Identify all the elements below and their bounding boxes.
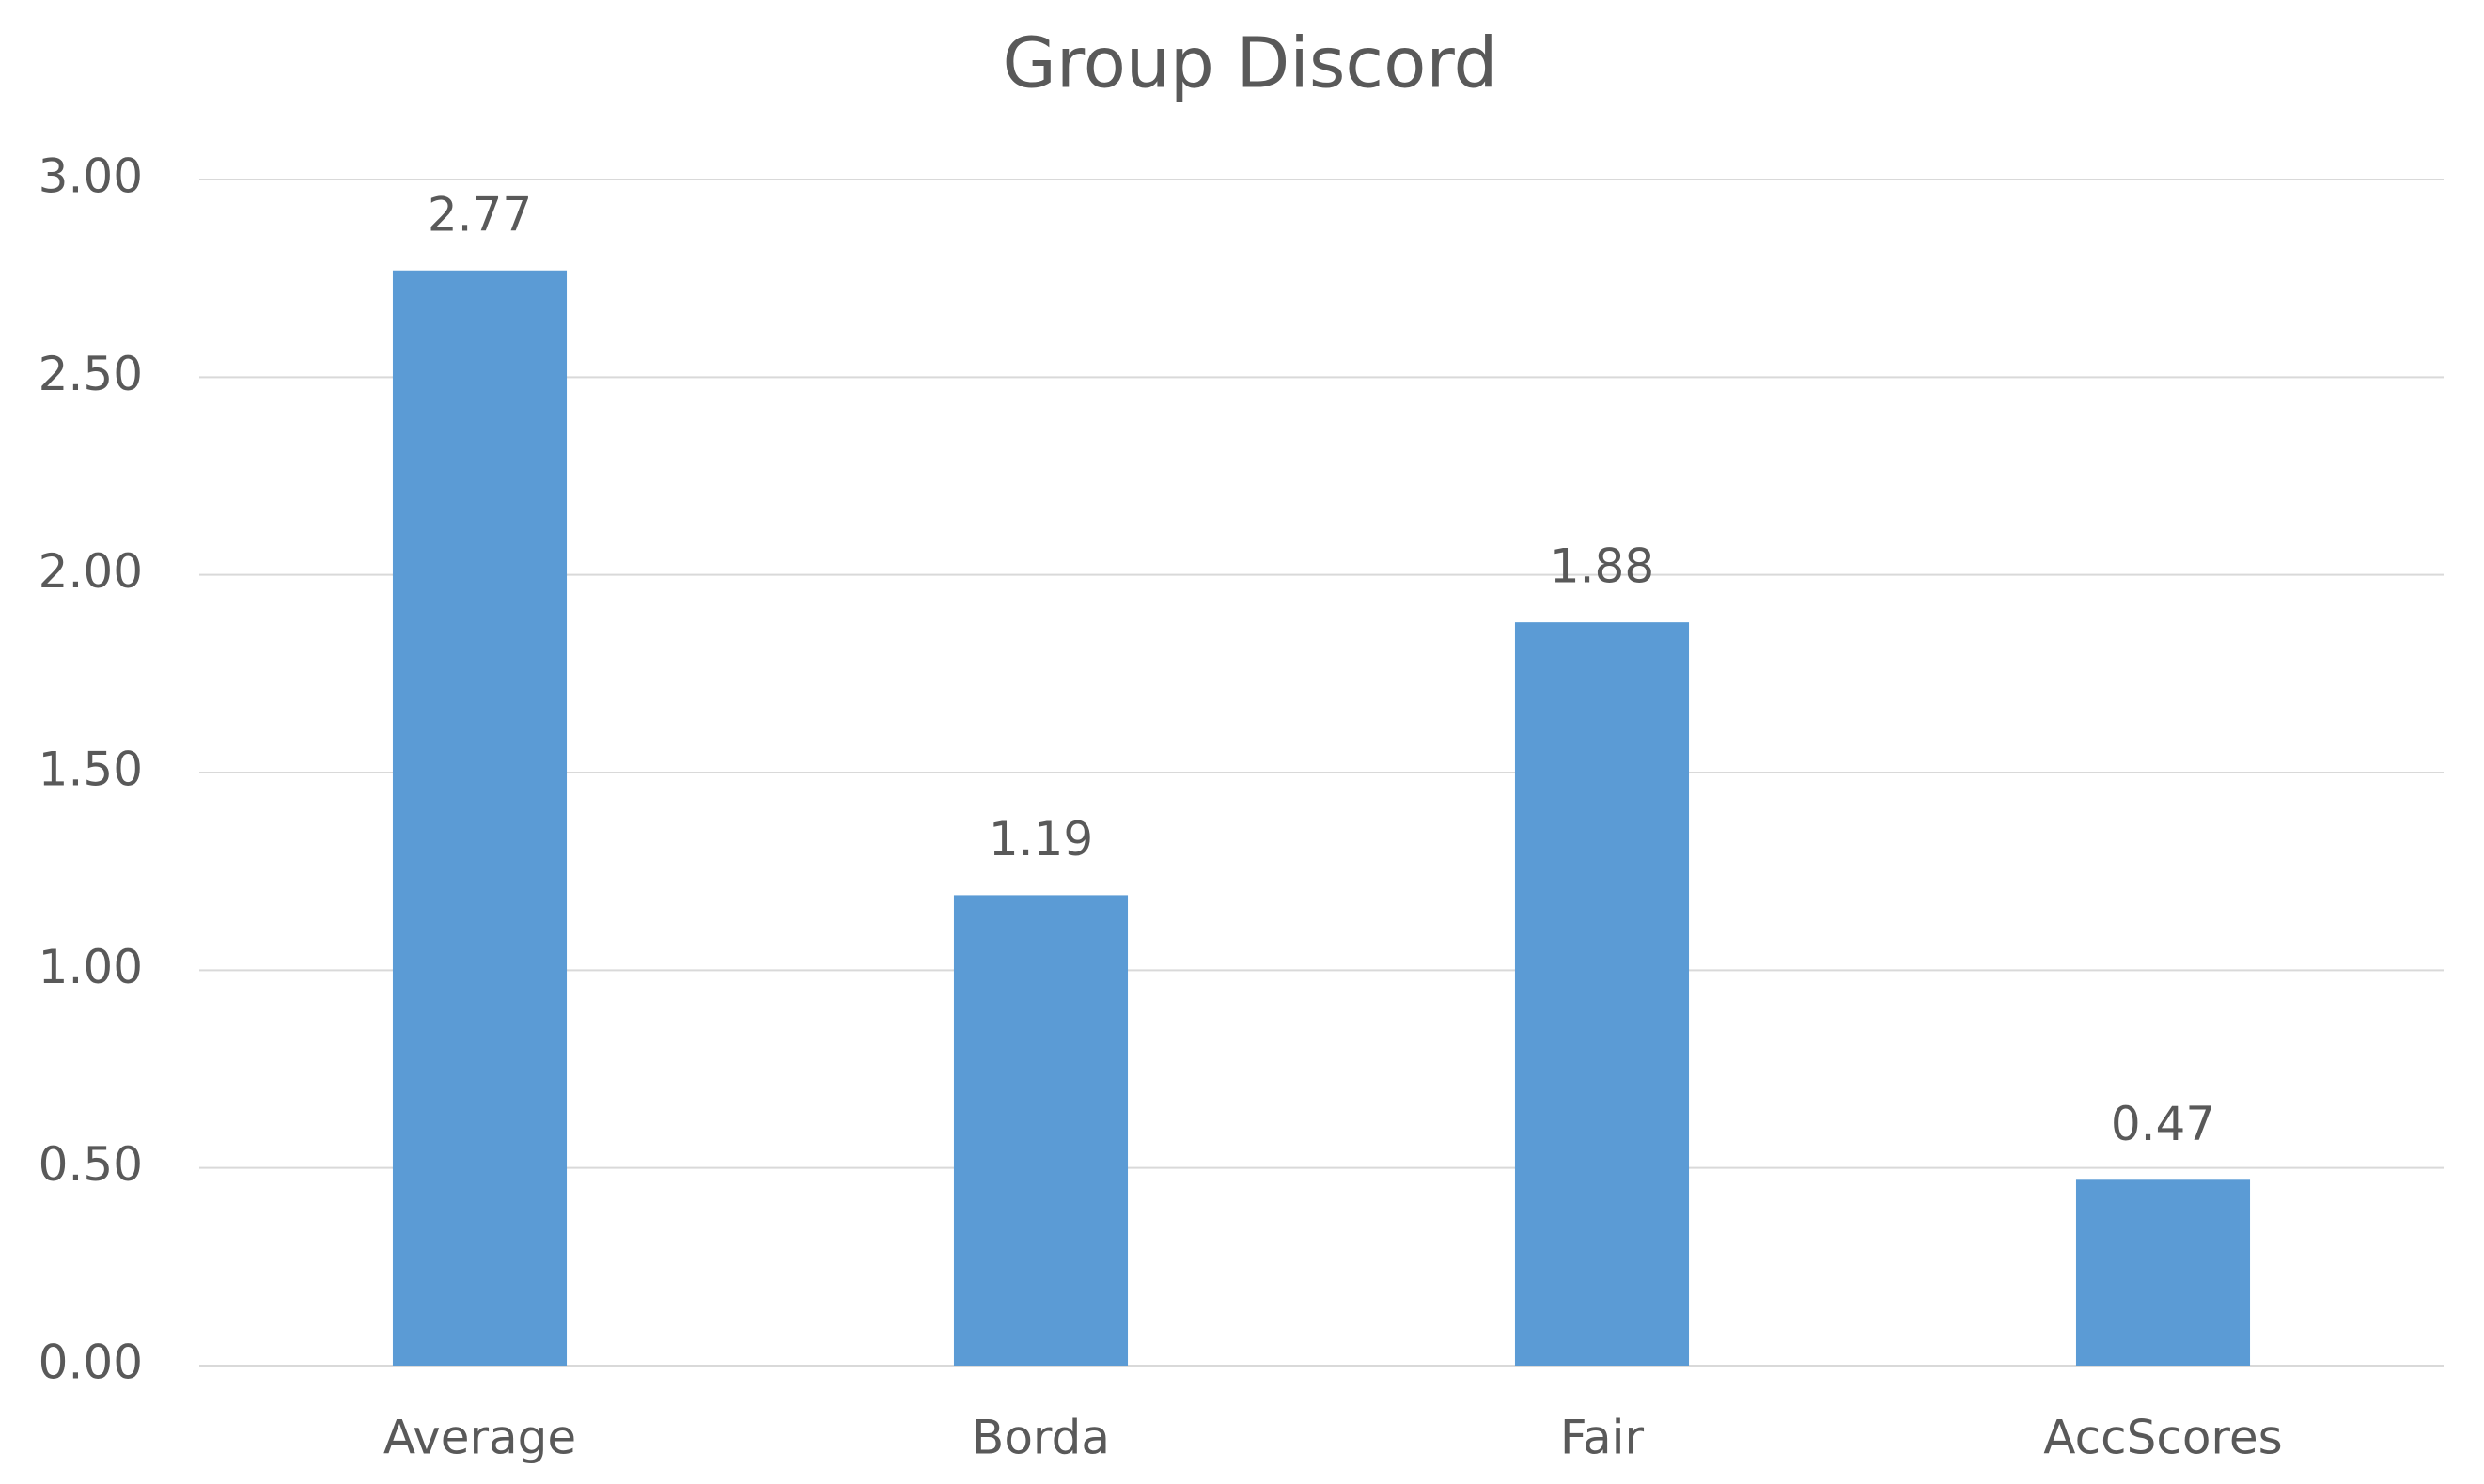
y-tick-label: 0.50 (39, 1137, 143, 1192)
x-tick-label: Fair (1560, 1411, 1645, 1465)
y-tick-label: 1.00 (39, 940, 143, 994)
x-tick-label: Borda (972, 1411, 1110, 1465)
data-label: 0.47 (2111, 1097, 2215, 1151)
y-tick-label: 2.50 (39, 347, 143, 401)
y-tick-label: 2.00 (39, 544, 143, 599)
x-tick-label: AccScores (2043, 1411, 2282, 1465)
bar (2075, 1179, 2251, 1366)
bar (953, 895, 1129, 1366)
y-tick-label: 3.00 (39, 149, 143, 204)
y-tick-label: 1.50 (39, 742, 143, 797)
x-tick-label: Average (383, 1411, 576, 1465)
data-label: 1.88 (1550, 539, 1654, 594)
y-tick-label: 0.00 (39, 1336, 143, 1390)
bar (392, 270, 568, 1367)
chart-title: Group Discord (1003, 23, 1498, 104)
data-label: 2.77 (428, 187, 532, 242)
data-label: 1.19 (989, 812, 1093, 867)
bar (1514, 622, 1690, 1366)
